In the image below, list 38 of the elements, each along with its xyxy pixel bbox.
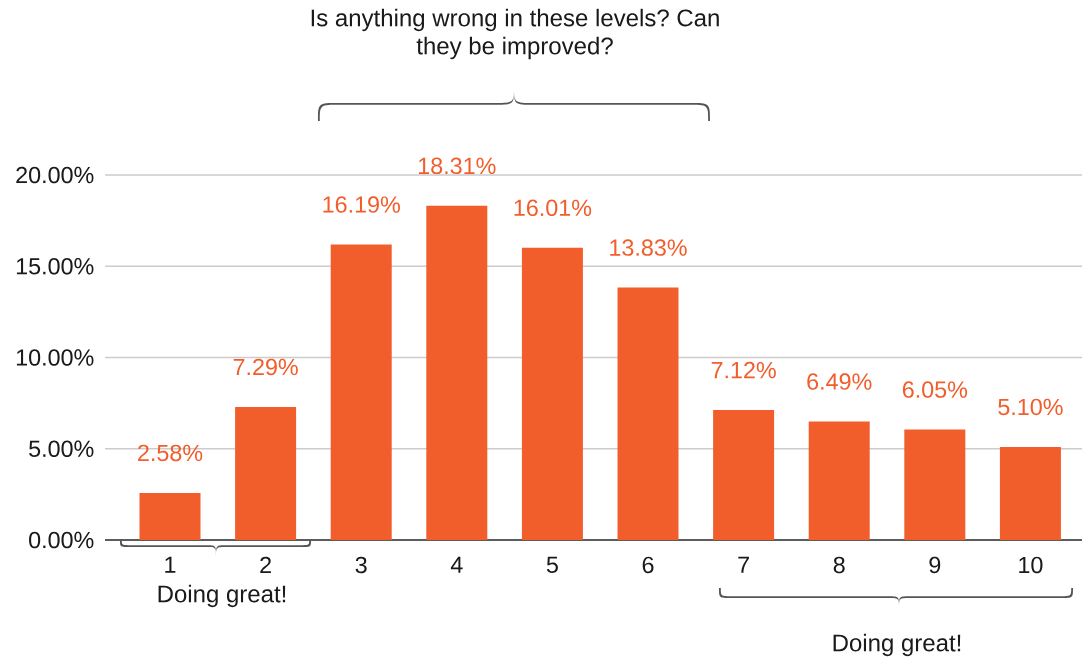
bar	[713, 410, 775, 541]
data-label: 16.01%	[514, 199, 592, 217]
bar	[426, 205, 488, 541]
y-tick-label: 15.00%	[16, 258, 94, 275]
y-tick-label: 5.00%	[29, 440, 94, 458]
x-tick-label: 10	[1019, 556, 1043, 574]
text: Doing great!	[158, 584, 286, 608]
y-tick-label: 10.00%	[16, 349, 94, 366]
x-tick-label: 1	[165, 556, 176, 573]
text: Is anything wrong in these levels? Can they be improved?	[311, 8, 719, 60]
y-tick-label: 0.00%	[29, 531, 94, 549]
bar	[139, 492, 201, 541]
data-label: 7.12%	[711, 361, 776, 379]
data-label: 16.19%	[323, 196, 400, 213]
bar	[235, 406, 297, 541]
x-tick-label: 3	[355, 556, 367, 574]
text: Doing great!	[833, 633, 961, 657]
data-label: 13.83%	[610, 239, 687, 256]
x-tick-label: 7	[738, 556, 749, 573]
y-tick-label: 20.00%	[16, 166, 94, 184]
x-tick-label: 2	[260, 556, 271, 574]
bar	[999, 446, 1061, 541]
x-tick-label: 8	[833, 556, 845, 574]
data-label: 7.29%	[233, 358, 298, 376]
bar	[617, 287, 679, 541]
x-tick-label: 6	[642, 556, 654, 574]
data-label: 6.05%	[902, 381, 968, 398]
data-label: 5.10%	[998, 398, 1063, 416]
bar	[521, 247, 583, 541]
bar	[808, 421, 870, 541]
data-label: 18.31%	[419, 157, 496, 175]
bar	[330, 244, 392, 541]
data-label: 2.58%	[138, 444, 203, 462]
x-tick-label: 5	[546, 556, 558, 573]
bar	[904, 429, 966, 541]
data-label: 6.49%	[807, 373, 872, 390]
x-tick-label: 9	[929, 556, 941, 574]
x-tick-label: 4	[450, 556, 463, 573]
